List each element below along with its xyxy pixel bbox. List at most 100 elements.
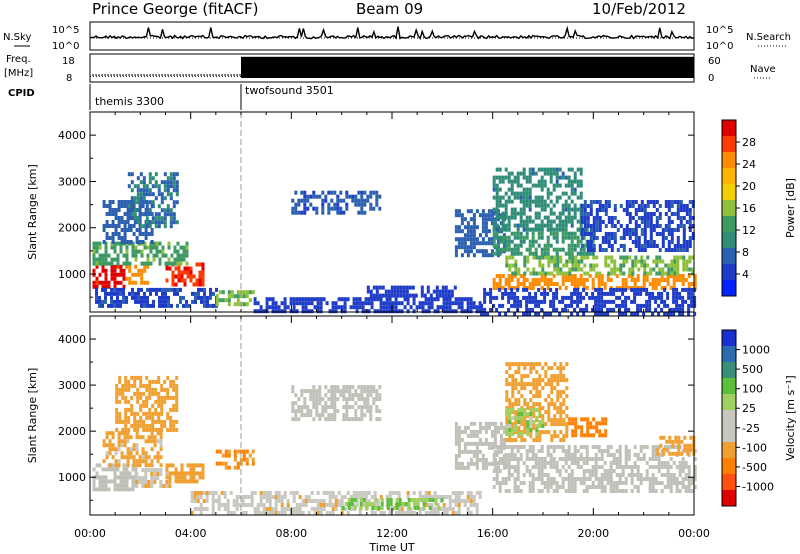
scatter-cell [116,280,120,285]
scatter-cell [514,382,518,387]
scatter-cell [128,471,132,476]
scatter-cell [280,495,284,499]
scatter-cell [428,506,432,510]
scatter-cell [570,473,574,477]
scatter-cell [499,441,503,446]
scatter-cell [373,297,377,302]
scatter-cell [600,489,604,493]
scatter-cell [159,455,163,460]
scatter-cell [101,253,105,258]
scatter-cell [567,457,571,461]
scatter-cell [616,220,620,224]
scatter-cell [636,457,640,461]
scatter-cell [597,445,601,449]
power-colorbar-swatch [722,216,736,233]
scatter-cell [538,402,542,407]
scatter-cell [132,455,136,460]
scatter-cell [154,379,158,384]
scatter-cell [546,195,550,200]
scatter-cell [624,445,628,449]
scatter-cell [134,249,138,254]
scatter-cell [687,477,691,481]
scatter-cell [176,241,180,246]
scatter-cell [174,266,178,271]
scatter-cell [274,503,278,507]
scatter-cell [203,287,206,292]
scatter-cell [175,375,179,380]
scatter-cell [546,167,550,172]
scatter-cell [636,278,640,282]
scatter-cell [553,259,557,264]
scatter-cell [194,291,197,296]
scatter-cell [107,487,111,492]
scatter-cell [460,309,464,314]
scatter-cell [440,498,444,502]
scatter-cell [277,491,281,495]
scatter-cell [552,449,556,453]
scatter-cell [597,282,601,286]
scatter-cell [651,465,655,469]
scatter-cell [98,261,102,266]
scatter-cell [640,216,644,220]
scatter-cell [475,491,479,495]
scatter-cell [492,239,496,244]
scatter-cell [501,235,505,240]
scatter-cell [657,469,661,473]
scatter-cell [315,405,319,410]
scatter-cell [654,449,658,453]
scatter-cell [633,299,637,304]
scatter-cell [680,439,684,444]
scatter-cell [418,511,422,515]
scatter-cell [495,469,499,473]
scatter-cell [127,419,131,424]
scatter-cell [492,445,496,449]
scatter-cell [176,287,179,292]
scatter-cell [535,386,539,391]
scatter-cell [224,461,228,466]
scatter-cell [344,502,348,506]
scatter-cell [658,232,662,236]
scatter-cell [170,287,173,292]
scatter-cell [567,274,571,278]
scatter-cell [151,427,155,432]
scatter-cell [528,299,532,304]
scatter-cell [328,495,332,499]
scatter-cell [532,420,536,425]
freq-tick-bottom: 8 [66,73,72,84]
scatter-cell [513,303,517,308]
scatter-cell [424,495,428,499]
scatter-cell [475,249,479,254]
scatter-cell [528,215,532,220]
scatter-cell [549,461,553,465]
scatter-cell [559,390,563,395]
scatter-cell [445,507,449,511]
scatter-cell [558,247,562,252]
scatter-cell [148,172,152,177]
scatter-cell [513,299,517,304]
scatter-cell [429,293,433,298]
scatter-cell [526,267,530,272]
scatter-cell [579,477,583,481]
scatter-cell [313,511,317,515]
scatter-cell [604,240,608,244]
scatter-cell [613,224,617,228]
scatter-cell [519,282,523,286]
scatter-cell [423,293,427,298]
scatter-cell [640,259,644,264]
scatter-cell [508,255,512,260]
scatter-cell [301,305,305,310]
scatter-cell [495,274,499,278]
scatter-cell [153,476,157,480]
scatter-cell [514,424,518,429]
scatter-cell [549,311,553,316]
scatter-cell [454,225,458,230]
scatter-cell [579,481,583,485]
scatter-cell [594,465,598,469]
scatter-cell [619,263,623,268]
scatter-cell [552,167,556,172]
scatter-cell [667,220,671,224]
scatter-cell [195,471,199,476]
scatter-cell [157,184,161,189]
scatter-cell [463,449,467,454]
scatter-cell [574,429,578,434]
